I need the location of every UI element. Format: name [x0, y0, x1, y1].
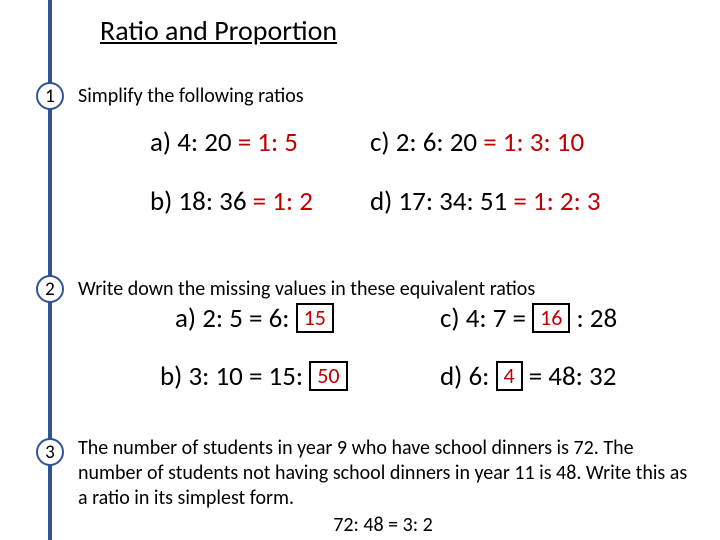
q3-text: The number of students in year 9 who hav…	[78, 436, 687, 510]
q2-b-box: 50	[309, 361, 347, 391]
q1-d: d) 17: 34: 51 = 1: 2: 3	[370, 185, 601, 218]
q2-b-pre: b) 3: 10 = 15:	[160, 360, 309, 393]
q1-c: c) 2: 6: 20 = 1: 3: 10	[370, 126, 584, 159]
q1-b: b) 18: 36 = 1: 2	[150, 185, 313, 218]
q2-b: b) 3: 10 = 15: 50	[160, 360, 348, 393]
q2-d-post: = 48: 32	[523, 360, 617, 393]
q1-c-label: c) 2: 6: 20	[370, 126, 483, 159]
question-number-2: 2	[36, 275, 64, 303]
q2-c-box: 16	[532, 303, 570, 333]
q1-d-label: d) 17: 34: 51	[370, 185, 513, 218]
q1-d-answer: = 1: 2: 3	[513, 185, 600, 218]
question-number-3: 3	[36, 438, 64, 466]
q1-a: a) 4: 20 = 1: 5	[150, 126, 298, 159]
q2-d: d) 6: 4 = 48: 32	[440, 360, 616, 393]
q1-b-answer: = 1: 2	[253, 185, 313, 218]
q2-prompt: Write down the missing values in these e…	[78, 277, 535, 301]
question-number-1: 1	[36, 82, 64, 110]
q1-a-label: a) 4: 20	[150, 126, 238, 159]
q1-c-answer: = 1: 3: 10	[483, 126, 584, 159]
page-title: Ratio and Proportion	[100, 13, 337, 48]
q1-b-label: b) 18: 36	[150, 185, 253, 218]
q2-d-box: 4	[496, 361, 523, 391]
q1-a-answer: = 1: 5	[238, 126, 298, 159]
q2-c: c) 4: 7 = 16 : 28	[440, 302, 617, 335]
q2-c-post: : 28	[570, 302, 617, 335]
q3-block: The number of students in year 9 who hav…	[78, 436, 688, 538]
q3-answer: 72: 48 = 3: 2	[78, 513, 688, 538]
q2-a: a) 2: 5 = 6: 15	[175, 302, 334, 335]
q2-a-pre: a) 2: 5 = 6:	[175, 302, 296, 335]
q2-c-pre: c) 4: 7 =	[440, 302, 532, 335]
q2-a-box: 15	[296, 303, 334, 333]
q1-prompt: Simplify the following ratios	[78, 84, 304, 108]
q2-d-pre: d) 6:	[440, 360, 496, 393]
